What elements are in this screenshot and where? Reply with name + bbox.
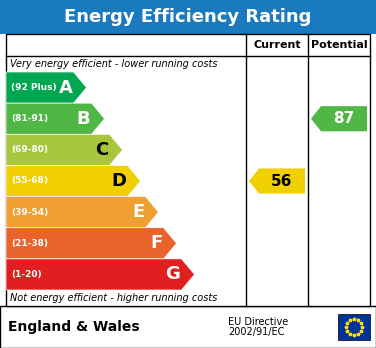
Text: (39-54): (39-54) (11, 208, 48, 217)
Bar (6, 34, 370, 306)
Text: D: D (112, 172, 126, 190)
Polygon shape (6, 72, 86, 103)
Text: Potential: Potential (311, 40, 367, 50)
Text: Current: Current (253, 40, 301, 50)
Text: (81-91): (81-91) (11, 114, 48, 123)
Text: England & Wales: England & Wales (8, 320, 139, 334)
Text: A: A (59, 79, 73, 97)
Polygon shape (6, 134, 123, 165)
Polygon shape (6, 103, 105, 134)
Polygon shape (6, 259, 194, 290)
Text: 56: 56 (271, 174, 293, 189)
Text: EU Directive: EU Directive (228, 317, 288, 327)
Text: (92 Plus): (92 Plus) (11, 83, 57, 92)
Text: (69-80): (69-80) (11, 145, 48, 155)
Polygon shape (6, 165, 141, 197)
Text: F: F (150, 234, 162, 252)
Bar (338, 314, 370, 340)
Bar (0, 0, 376, 34)
Polygon shape (6, 228, 176, 259)
Text: B: B (77, 110, 91, 128)
Text: 87: 87 (334, 111, 355, 126)
Text: (55-68): (55-68) (11, 176, 48, 185)
Text: (21-38): (21-38) (11, 239, 48, 248)
Polygon shape (311, 106, 367, 131)
Text: Energy Efficiency Rating: Energy Efficiency Rating (64, 8, 312, 26)
Text: (1-20): (1-20) (11, 270, 42, 279)
Bar (0, 306, 376, 348)
Polygon shape (6, 197, 159, 228)
Text: Not energy efficient - higher running costs: Not energy efficient - higher running co… (10, 293, 217, 303)
Text: E: E (132, 203, 144, 221)
Text: 2002/91/EC: 2002/91/EC (228, 327, 284, 337)
Text: C: C (95, 141, 109, 159)
Text: Very energy efficient - lower running costs: Very energy efficient - lower running co… (10, 59, 217, 69)
Polygon shape (249, 168, 305, 193)
Text: G: G (165, 266, 180, 283)
